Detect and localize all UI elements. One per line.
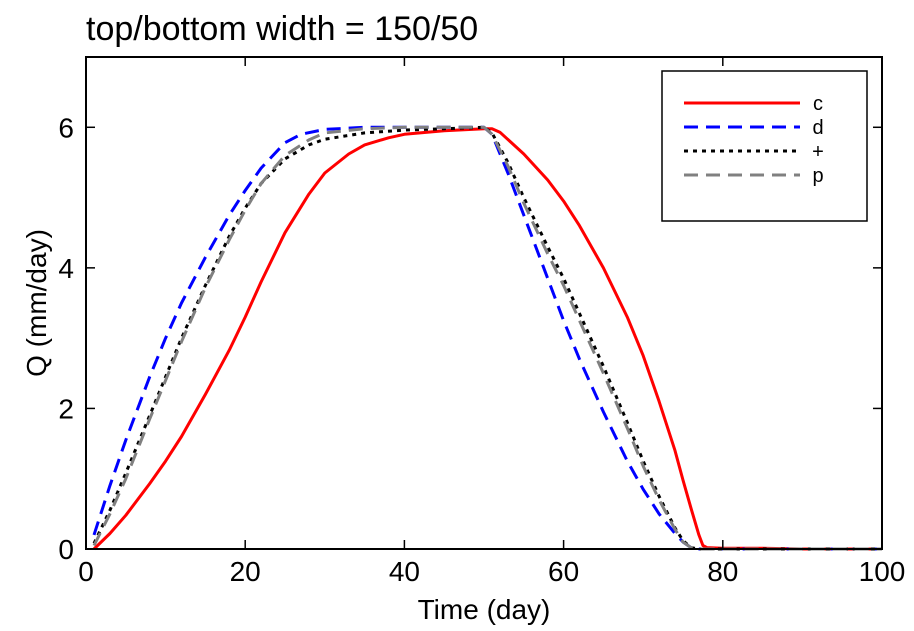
y-tick-label: 2	[58, 393, 74, 424]
legend-box	[661, 70, 868, 222]
legend: cd+p	[661, 70, 868, 222]
series-line-4	[92, 125, 882, 551]
y-tick-label: 4	[58, 253, 74, 284]
x-tick-label: 60	[548, 556, 579, 587]
y-axis-label: Q (mm/day)	[21, 229, 52, 377]
x-axis-label: Time (day)	[418, 594, 551, 625]
ticks-layer: 0 20 40 60 80 100 0 2 4 6	[58, 57, 905, 587]
x-tick-label: 20	[230, 556, 261, 587]
legend-label: p	[812, 165, 823, 187]
x-tick-label: 0	[78, 556, 94, 587]
x-tick-label: 80	[707, 556, 738, 587]
x-tick-label: 40	[389, 556, 420, 587]
y-tick-label: 6	[58, 112, 74, 143]
series-line-1	[92, 127, 882, 551]
y-tick-label: 0	[58, 534, 74, 565]
plot-frame	[85, 56, 883, 550]
legend-label: c	[813, 93, 823, 115]
x-tick-label: 100	[859, 556, 906, 587]
series-layer	[92, 125, 882, 551]
legend-label: d	[812, 117, 823, 139]
legend-label: +	[812, 141, 824, 163]
chart-title: top/bottom width = 150/50	[86, 10, 478, 48]
